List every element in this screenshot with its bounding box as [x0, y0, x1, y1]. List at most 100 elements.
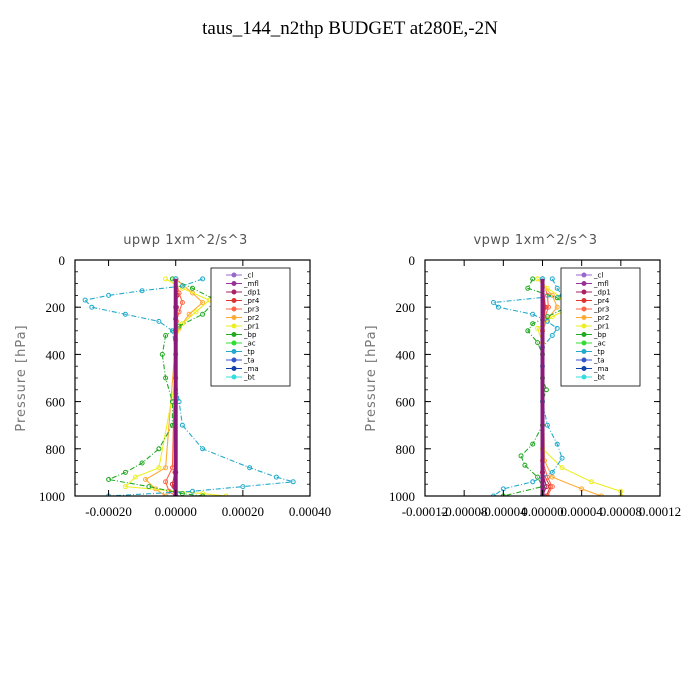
series-point-pr2	[143, 477, 148, 482]
x-tick-label: 0.00012	[639, 504, 681, 519]
series-point-bp	[522, 462, 528, 468]
series-point-pr3	[544, 493, 550, 496]
legend-label-ma: _ma	[593, 365, 609, 373]
series-point-tp	[290, 479, 296, 485]
legend-marker-cl	[231, 272, 237, 278]
series-point-bp	[146, 484, 152, 490]
legend: _cl_mfl_dp1_pr4_pr3_pr2_pr1_bp_ac_tp_ta_…	[210, 267, 291, 387]
legend-label-ta: _ta	[593, 357, 605, 365]
series-point-pr2	[186, 311, 192, 317]
series-point-tp	[200, 276, 206, 282]
legend-label-ta: _ta	[243, 357, 255, 365]
legend-label-tp: _tp	[593, 348, 605, 356]
series-point-pr3	[544, 474, 550, 480]
y-tick-label: 0	[409, 253, 416, 268]
y-tick-label: 600	[46, 395, 66, 410]
legend-marker-bp	[231, 332, 237, 337]
x-tick-label: 0.00020	[222, 504, 264, 519]
legend-marker-dp1	[231, 289, 237, 295]
series-point-pr1	[589, 479, 594, 485]
series-point-tp	[491, 493, 496, 496]
x-tick-label: 0.00000	[521, 504, 563, 519]
series-point-tp	[89, 304, 95, 310]
series-point-pr3	[549, 484, 555, 490]
series-point-tp	[491, 300, 496, 305]
legend-box	[210, 267, 291, 387]
legend-label-pr3: _pr3	[243, 306, 259, 314]
legend-marker-dp1	[581, 289, 587, 295]
legend-marker-pr1	[581, 323, 587, 329]
series-point-pr3	[179, 300, 185, 305]
series-point-pr3	[163, 479, 169, 485]
y-tick-label: 800	[46, 442, 66, 457]
legend-marker-bt	[581, 374, 587, 380]
x-tick-label: -0.00004	[480, 504, 527, 519]
series-point-tp	[200, 446, 206, 452]
series-point-bp	[163, 375, 169, 381]
series-point-tp	[549, 276, 555, 282]
legend-label-cl: _cl	[243, 272, 253, 280]
y-tick-label: 400	[46, 347, 66, 362]
series-point-tp	[179, 283, 185, 289]
series-point-tp	[554, 325, 560, 331]
series-point-pr3	[545, 304, 551, 310]
series-group	[491, 276, 624, 496]
series-point-bp	[139, 460, 145, 466]
series-point-pr1	[122, 484, 128, 490]
series-point-pr1	[156, 465, 162, 471]
series-point-pr1	[544, 285, 550, 291]
y-tick-label: 800	[396, 442, 416, 457]
legend-marker-pr4	[581, 298, 587, 303]
y-axis-label: Pressure [hPa]	[364, 324, 379, 431]
series-point-tp	[179, 422, 185, 428]
legend-label-mfl: _mfl	[593, 280, 609, 288]
legend-label-dp1: _dp1	[243, 289, 261, 297]
series-point-tp	[559, 455, 565, 461]
legend-label-ac: _ac	[593, 340, 606, 348]
legend-label-bt: _bt	[243, 374, 255, 382]
series-point-bp	[530, 276, 536, 282]
legend-box	[560, 267, 641, 387]
series-point-bp	[163, 333, 169, 338]
series-point-tp	[156, 318, 162, 324]
series-point-bp	[159, 351, 165, 357]
legend-marker-mfl	[231, 281, 237, 286]
series-point-pr2	[200, 300, 206, 305]
series-point-tp	[240, 484, 246, 490]
y-tick-label: 1000	[39, 489, 65, 504]
legend-label-pr3: _pr3	[593, 306, 609, 314]
legend-marker-mfl	[581, 281, 587, 286]
legend-label-tp: _tp	[243, 348, 255, 356]
y-tick-label: 0	[59, 253, 66, 268]
series-point-pr2	[598, 493, 604, 496]
legend-marker-tp	[231, 349, 237, 354]
series-point-tp	[544, 318, 550, 324]
legend-label-pr1: _pr1	[243, 323, 259, 331]
legend-marker-ac	[581, 340, 587, 346]
legend-label-pr4: _pr4	[593, 297, 610, 305]
y-tick-label: 400	[396, 347, 416, 362]
legend-marker-pr3	[581, 306, 587, 312]
legend-marker-bp	[581, 332, 587, 337]
x-tick-label: 0.00004	[561, 504, 604, 519]
y-tick-label: 200	[396, 300, 416, 315]
series-point-pr2	[190, 290, 195, 296]
figure-title: taus_144_n2thp BUDGET at280E,-2N	[202, 18, 498, 39]
panel-title: upwp 1xm^2/s^3	[123, 233, 248, 248]
legend-label-pr2: _pr2	[593, 314, 609, 322]
x-tick-label: -0.00008	[441, 504, 488, 519]
series-point-bp	[122, 469, 128, 475]
series-point-pr2	[554, 304, 560, 310]
series-point-tp	[190, 488, 195, 494]
series-point-bp	[544, 314, 550, 320]
legend-marker-cl	[581, 272, 587, 278]
legend-label-mfl: _mfl	[243, 280, 259, 288]
series-point-tp	[122, 311, 128, 317]
legend-marker-ma	[231, 366, 237, 371]
legend-marker-ac	[231, 340, 237, 346]
legend-marker-tp	[581, 349, 587, 354]
y-tick-label: 200	[46, 300, 66, 315]
x-tick-label: -0.00012	[402, 504, 449, 519]
series-point-tp	[139, 288, 145, 294]
